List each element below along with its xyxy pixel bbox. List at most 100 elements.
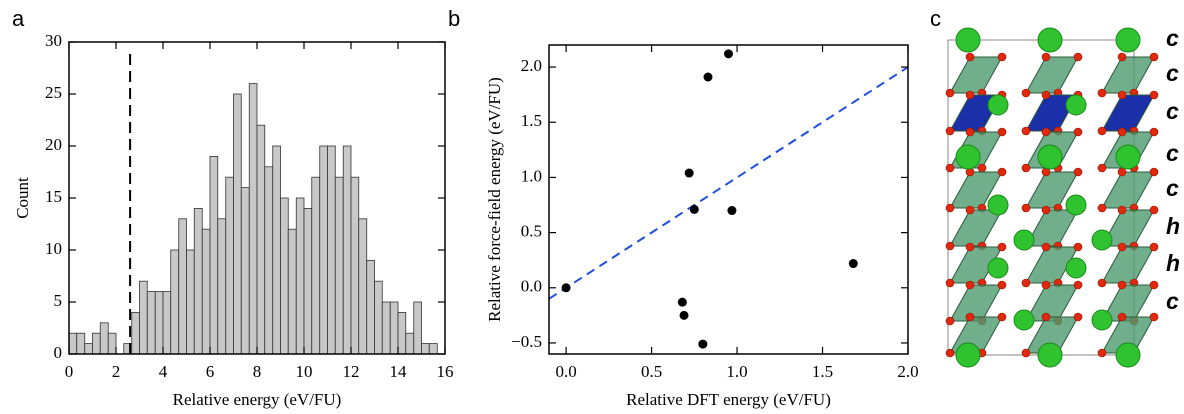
oxygen-atom xyxy=(965,242,975,252)
oxygen-atom xyxy=(997,167,1007,177)
bar xyxy=(421,343,430,355)
oxygen-atom xyxy=(1021,88,1031,98)
x-tick-label: 2 xyxy=(112,362,121,381)
oxygen-atom xyxy=(1073,167,1083,177)
oxygen-atom xyxy=(945,88,955,98)
y-tick-label: 25 xyxy=(45,83,62,102)
bar xyxy=(193,207,203,355)
bar xyxy=(131,311,140,355)
oxygen-atom xyxy=(1073,280,1083,290)
bar xyxy=(413,301,422,355)
y-tick-label: 0 xyxy=(54,343,63,362)
point xyxy=(677,297,687,307)
y-tick-label: 15 xyxy=(45,187,62,206)
oxygen-atom xyxy=(1041,205,1051,215)
x-tick-label: 16 xyxy=(437,362,454,381)
oxygen-atom xyxy=(965,205,975,215)
oxygen-atom xyxy=(965,90,975,100)
oxygen-atom xyxy=(997,312,1007,322)
bar xyxy=(366,259,375,355)
stacking-label: h xyxy=(1166,213,1180,239)
stacking-label: c xyxy=(1166,98,1179,124)
octahedron xyxy=(1101,171,1155,209)
bar xyxy=(225,176,234,355)
oxygen-atom xyxy=(1097,88,1107,98)
oxygen-atom xyxy=(997,280,1007,290)
y-axis-label: Relative force-field energy (eV/FU) xyxy=(485,77,504,322)
bar xyxy=(107,332,117,355)
bar xyxy=(342,145,352,355)
bar xyxy=(162,291,172,355)
cation-atom xyxy=(1013,229,1035,251)
octahedron xyxy=(1101,94,1155,132)
bar xyxy=(280,197,289,355)
panel-label: b xyxy=(448,6,460,31)
bar xyxy=(201,228,211,355)
oxygen-atom xyxy=(945,163,955,173)
octahedron xyxy=(949,284,1003,322)
cation-atom xyxy=(955,342,981,368)
oxygen-atom xyxy=(1149,127,1159,137)
y-tick-label: 0.0 xyxy=(521,277,542,296)
oxygen-atom xyxy=(1021,163,1031,173)
oxygen-atom xyxy=(997,52,1007,62)
y-tick-label: 30 xyxy=(45,31,62,50)
point xyxy=(724,49,733,59)
oxygen-atom xyxy=(945,203,955,213)
y-tick-label: 5 xyxy=(54,291,63,310)
oxygen-atom xyxy=(1097,348,1107,358)
x-tick-label: 1.0 xyxy=(726,362,747,381)
x-axis-label: Relative DFT energy (eV/FU) xyxy=(626,390,831,409)
point xyxy=(698,339,708,349)
x-tick-label: 4 xyxy=(159,362,168,381)
bar xyxy=(240,187,250,355)
oxygen-atom xyxy=(965,52,975,62)
bar xyxy=(154,291,164,355)
y-axis-label: Count xyxy=(13,177,32,219)
octahedron xyxy=(1025,284,1079,322)
panel-label: a xyxy=(12,6,25,31)
x-tick-label: 10 xyxy=(296,362,313,381)
bar xyxy=(405,332,415,355)
bar xyxy=(178,218,187,355)
oxygen-atom xyxy=(997,127,1007,137)
oxygen-atom xyxy=(1041,90,1051,100)
y-tick-label: 0.5 xyxy=(521,222,542,241)
y-tick-label: 1.0 xyxy=(521,166,542,185)
oxygen-atom xyxy=(1149,242,1159,252)
y-tick-label: −0.5 xyxy=(511,332,542,351)
bar xyxy=(186,249,195,355)
oxygen-atom xyxy=(1149,90,1159,100)
stacking-label: c xyxy=(1166,60,1179,86)
point xyxy=(561,283,571,293)
bar xyxy=(170,249,180,355)
oxygen-atom xyxy=(1041,312,1051,322)
oxygen-atom xyxy=(1149,167,1159,177)
oxygen-atom xyxy=(1097,203,1107,213)
bar xyxy=(428,343,438,355)
cation-atom xyxy=(987,194,1009,216)
cation-atom xyxy=(1091,309,1113,331)
oxygen-atom xyxy=(1149,280,1159,290)
oxygen-atom xyxy=(1097,126,1107,136)
bar xyxy=(92,332,101,355)
oxygen-atom xyxy=(1117,127,1127,137)
cation-atom xyxy=(1065,194,1087,216)
stacking-label: h xyxy=(1166,250,1180,276)
oxygen-atom xyxy=(1021,126,1031,136)
y-tick-label: 2.0 xyxy=(521,56,542,75)
cation-atom xyxy=(1115,342,1141,368)
diagonal-line xyxy=(548,66,909,300)
oxygen-atom xyxy=(1073,127,1083,137)
oxygen-atom xyxy=(1117,205,1127,215)
oxygen-atom xyxy=(965,127,975,137)
oxygen-atom xyxy=(1041,52,1051,62)
oxygen-atom xyxy=(965,280,975,290)
octahedron xyxy=(949,56,1003,94)
octahedron xyxy=(949,209,1003,247)
oxygen-atom xyxy=(977,163,987,173)
oxygen-atom xyxy=(997,242,1007,252)
y-tick-label: 10 xyxy=(45,239,62,258)
bar xyxy=(287,228,297,355)
bar xyxy=(84,343,93,355)
